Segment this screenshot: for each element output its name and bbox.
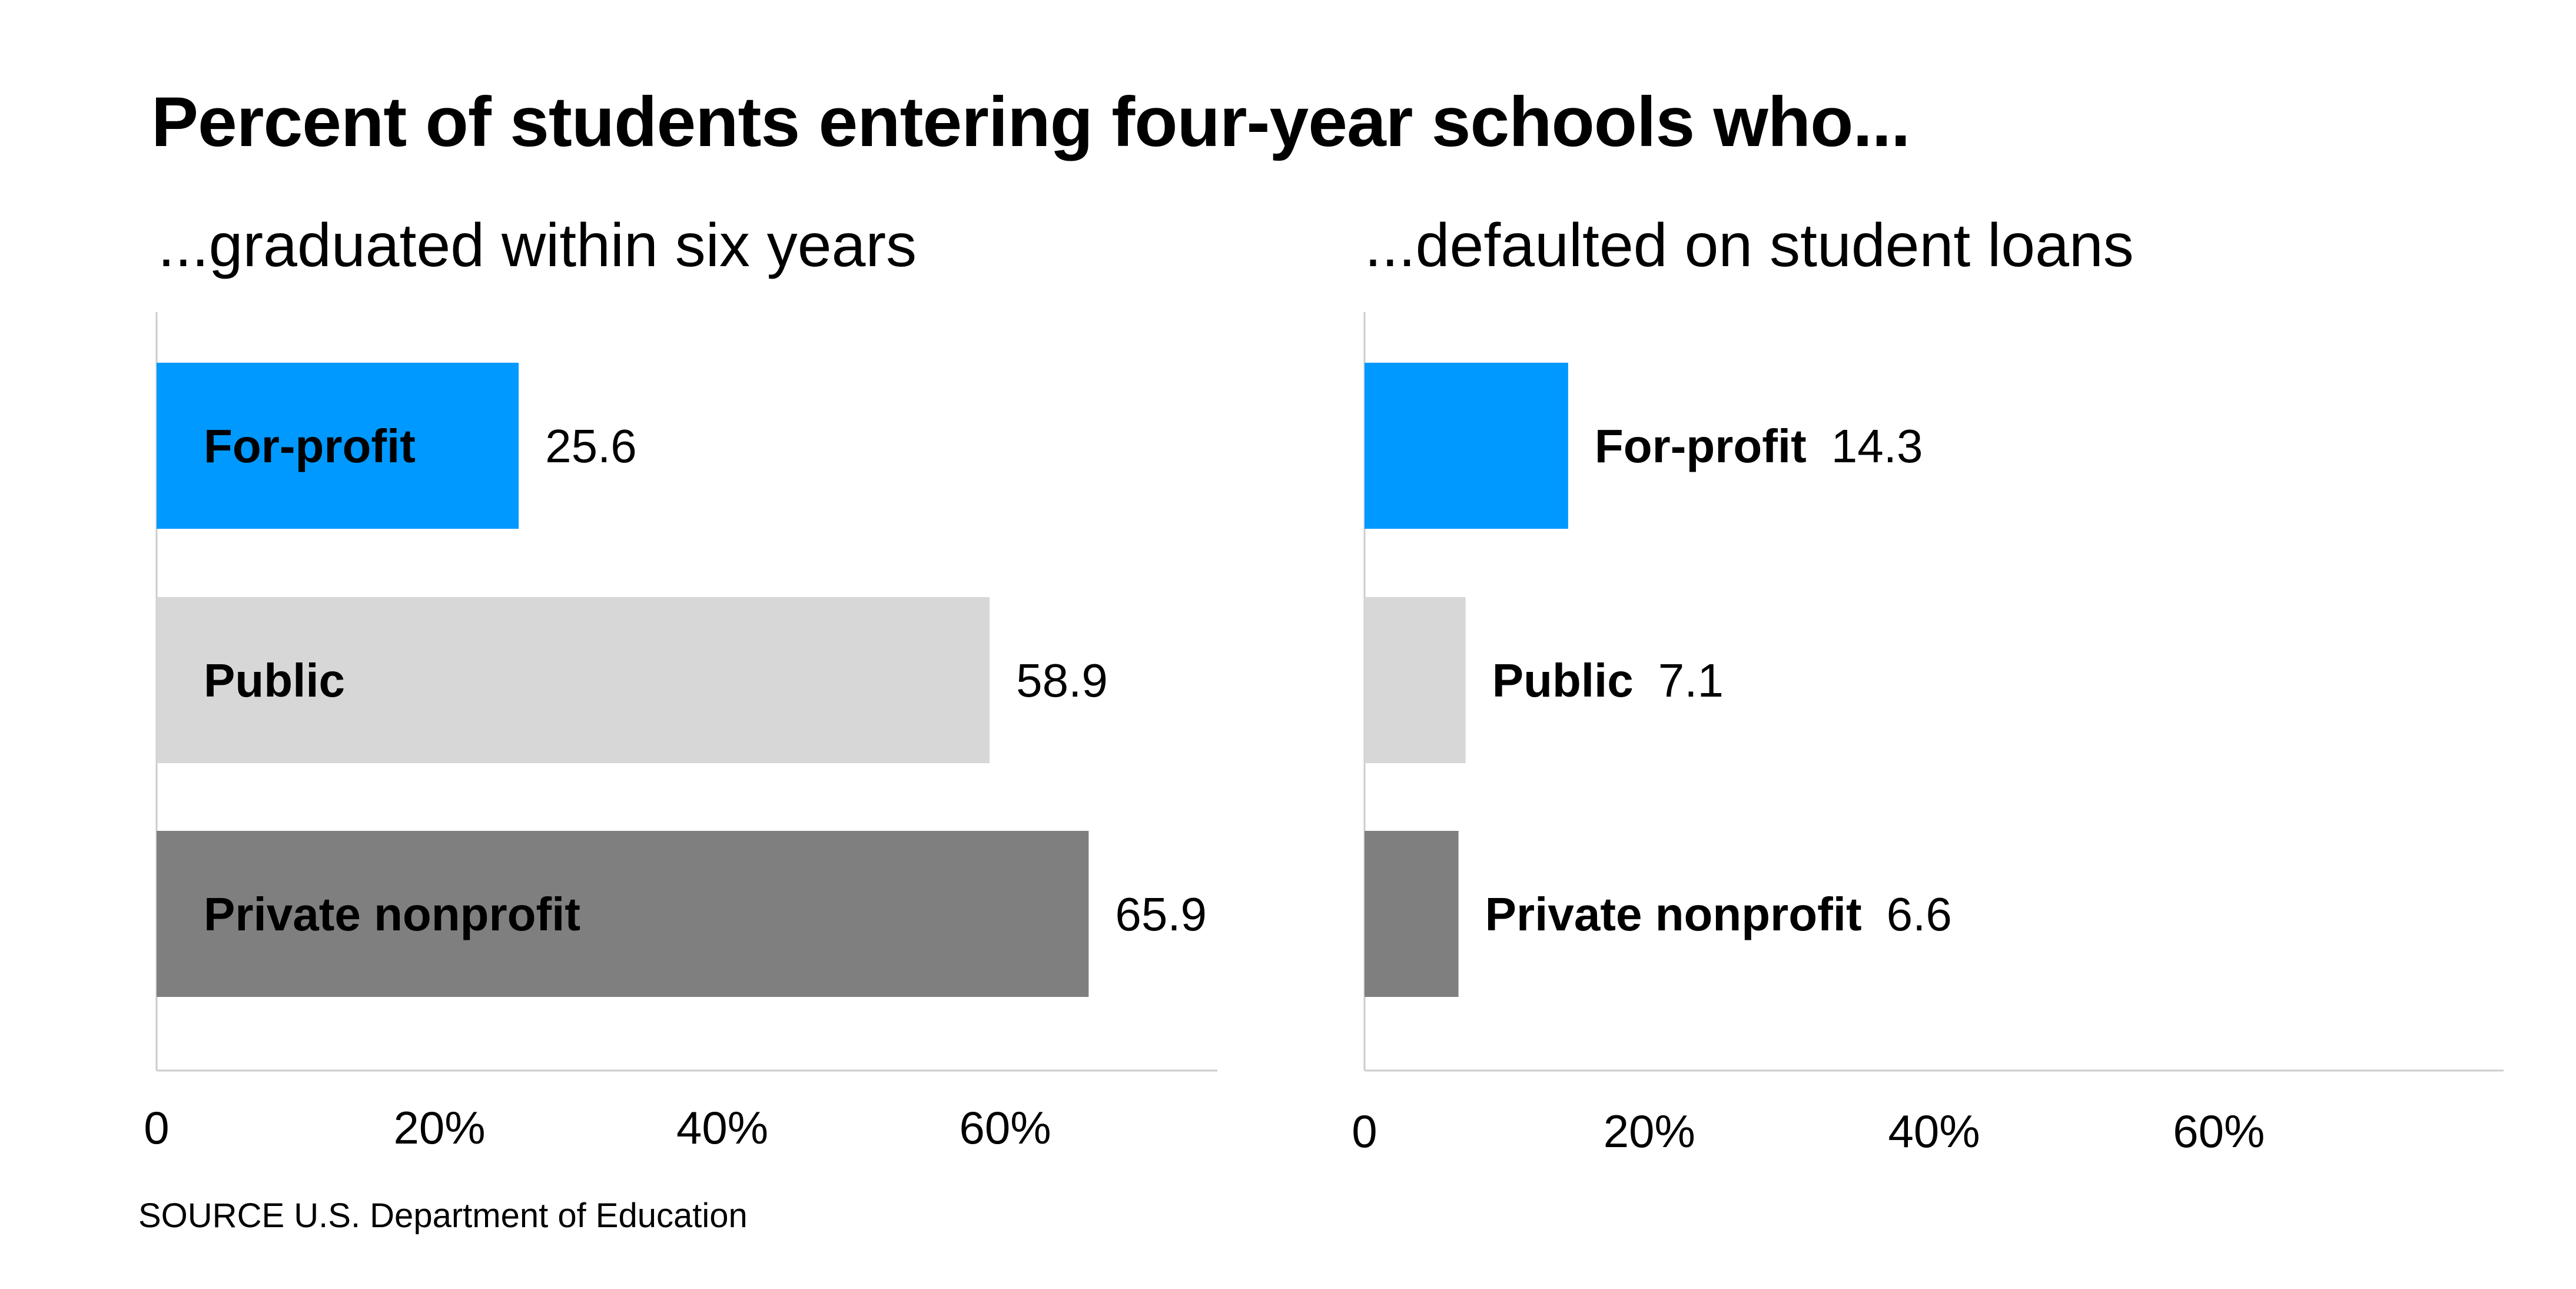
- x-tick-label: 60%: [960, 1102, 1051, 1154]
- bar-private-nonprofit: [157, 831, 1089, 997]
- bar-value-label: 7.1: [1658, 654, 1724, 707]
- bar-category-label: For-profit: [1595, 420, 1807, 472]
- bar-category-label: Public: [1492, 654, 1634, 707]
- graduation-chart: For-profit 25.6 Public 58.9 Private nonprofi…: [144, 312, 1217, 1154]
- bar-value-label: 65.9: [1115, 888, 1207, 940]
- right-chart-subtitle: ...defaulted on student loans: [1365, 211, 2134, 280]
- bar-value-label: 58.9: [1016, 654, 1108, 707]
- x-tick-label: 0: [144, 1102, 169, 1154]
- bar-for-profit: [157, 363, 519, 529]
- default-chart: For-profit 14.3 Public 7.1 Private nonprofit…: [1352, 312, 2504, 1157]
- chart-title: Percent of students entering four-year s…: [151, 82, 1910, 161]
- bar-value-label: 14.3: [1831, 420, 1923, 472]
- x-tick-label: 0: [1352, 1105, 1377, 1157]
- x-tick-label: 60%: [2173, 1105, 2265, 1157]
- bar-category-label: For-profit: [204, 420, 416, 472]
- bar-category-label: Public: [204, 654, 345, 707]
- bar-category-label: Private nonprofit: [204, 888, 580, 940]
- bar-value-label: 25.6: [545, 420, 637, 472]
- bar-value-label: 6.6: [1887, 888, 1952, 940]
- bar-for-profit: [1365, 363, 1568, 529]
- bar-public: [1365, 597, 1466, 763]
- left-chart-subtitle: ...graduated within six years: [158, 211, 917, 280]
- bar-category-label: Private nonprofit: [1485, 888, 1862, 940]
- source-note: SOURCE U.S. Department of Education: [138, 1197, 748, 1235]
- bar-public: [157, 597, 990, 763]
- x-tick-label: 40%: [676, 1102, 768, 1154]
- x-tick-label: 40%: [1888, 1105, 1980, 1157]
- x-tick-label: 20%: [1604, 1105, 1695, 1157]
- x-tick-label: 20%: [393, 1102, 485, 1154]
- bar-private-nonprofit: [1365, 831, 1459, 997]
